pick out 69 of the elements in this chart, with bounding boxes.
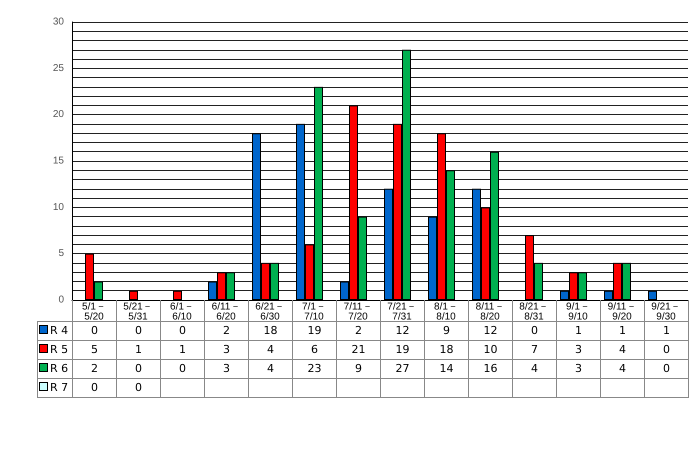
data-label: 3: [556, 360, 600, 378]
y-tick-label: 0: [58, 294, 64, 306]
data-label: 4: [248, 360, 292, 378]
data-label: 12: [380, 322, 424, 340]
data-label: 3: [204, 340, 248, 360]
y-tick-label: 20: [52, 109, 64, 120]
data-label: 21: [336, 340, 380, 360]
x-tick-label: 5/1－ 5/20: [82, 302, 106, 322]
data-label: 0: [644, 340, 688, 360]
data-label: 27: [380, 360, 424, 378]
data-label: 4: [600, 340, 644, 360]
x-tick-label: 7/21－ 7/31: [387, 302, 417, 322]
data-label: 0: [72, 378, 116, 398]
x-tick-label: 7/11－ 7/20: [344, 302, 372, 322]
x-tick-label: 9/1－ 9/10: [566, 302, 590, 322]
x-tick-label: 5/21－ 5/31: [123, 302, 153, 322]
data-label: 16: [468, 360, 512, 378]
x-tick-label: 6/11－ 6/20: [212, 302, 240, 322]
data-label: 0: [116, 360, 160, 378]
legend-label: R 5: [38, 340, 72, 360]
data-label: 0: [160, 360, 204, 378]
data-label: 0: [72, 322, 116, 340]
data-label: 1: [644, 322, 688, 340]
data-label: 1: [116, 340, 160, 360]
data-label: 9: [336, 360, 380, 378]
data-label: 3: [204, 360, 248, 378]
data-label: 1: [556, 322, 600, 340]
y-tick-label: 15: [52, 156, 64, 166]
data-label: 0: [116, 378, 160, 398]
data-label: 18: [248, 322, 292, 340]
data-label: 6: [292, 340, 336, 360]
data-label: 18: [424, 340, 468, 360]
data-label: 19: [380, 340, 424, 360]
x-tick-label: 8/21－ 8/31: [519, 302, 549, 322]
legend-label: R 6: [38, 360, 72, 378]
data-label: 0: [160, 322, 204, 340]
data-label: 4: [248, 340, 292, 360]
y-tick-label: 10: [52, 202, 64, 213]
data-label: 0: [644, 360, 688, 378]
data-label: 0: [512, 322, 556, 340]
legend-label: R 4: [38, 322, 72, 340]
data-label: 2: [72, 360, 116, 378]
data-label: 19: [292, 322, 336, 340]
y-tick-label: 5: [58, 248, 64, 260]
data-label: 4: [512, 360, 556, 378]
x-tick-label: 6/1－ 6/10: [170, 302, 194, 322]
data-label: 0: [116, 322, 160, 340]
x-tick-label: 7/1－ 7/10: [302, 302, 326, 322]
data-label: 23: [292, 360, 336, 378]
data-label: 12: [468, 322, 512, 340]
data-label: 1: [160, 340, 204, 360]
x-tick-label: 9/21－ 9/30: [651, 302, 681, 322]
data-label: 9: [424, 322, 468, 340]
legend-label: R 7: [38, 378, 72, 398]
x-tick-label: 6/21－ 6/30: [255, 302, 285, 322]
data-label: 1: [600, 322, 644, 340]
x-tick-label: 9/11－ 9/20: [608, 302, 636, 322]
x-tick-label: 8/1－ 8/10: [434, 302, 458, 322]
data-label: 4: [600, 360, 644, 378]
data-label: 2: [336, 322, 380, 340]
data-label: 10: [468, 340, 512, 360]
y-tick-label: 30: [52, 16, 64, 28]
y-tick-label: 25: [52, 62, 64, 74]
x-tick-label: 8/11－ 8/20: [476, 302, 504, 322]
data-label: 7: [512, 340, 556, 360]
data-label: 3: [556, 340, 600, 360]
data-label: 14: [424, 360, 468, 378]
data-label: 2: [204, 322, 248, 340]
data-label: 5: [72, 340, 116, 360]
